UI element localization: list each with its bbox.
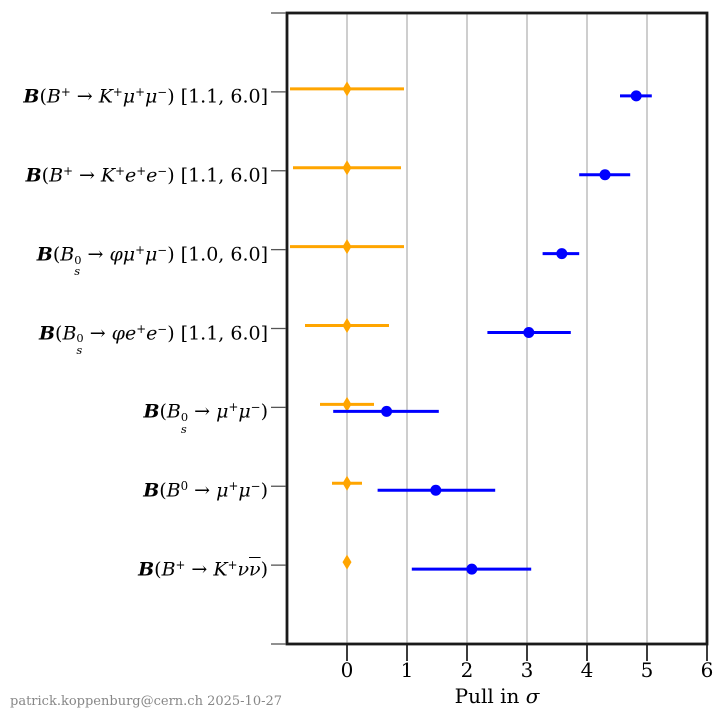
prediction-marker xyxy=(342,396,352,412)
row-label: B(B 0 s → φμ+μ−) [1.0, 6.0] xyxy=(36,242,268,278)
prediction-marker xyxy=(342,475,352,491)
measurement-marker xyxy=(556,248,568,260)
row-label: B(B 0 s → μ+μ−) xyxy=(143,400,268,436)
prediction-marker xyxy=(342,239,352,255)
measurement-marker xyxy=(430,484,442,496)
x-tick-label: 6 xyxy=(700,658,714,682)
row-label: B(B+ → K+μ+μ−) [1.1, 6.0] xyxy=(23,84,268,108)
plot-border xyxy=(285,11,709,646)
x-tick-label: 1 xyxy=(400,658,414,682)
measurement-marker xyxy=(466,563,478,575)
x-tick-label: 3 xyxy=(520,658,534,682)
x-tick-label: 4 xyxy=(580,658,594,682)
footer-credit: patrick.koppenburg@cern.ch 2025-10-27 xyxy=(10,694,283,709)
prediction-marker xyxy=(342,318,352,333)
x-tick-label: 5 xyxy=(640,658,654,682)
row-label: B(B0 → μ+μ−) xyxy=(143,479,268,502)
x-axis-title: Pull in σ xyxy=(454,684,540,708)
measurement-marker xyxy=(381,405,393,417)
x-tick-label: 0 xyxy=(340,658,354,682)
prediction-marker xyxy=(342,81,352,97)
measurement-marker xyxy=(523,327,535,338)
row-label: B(B 0 s → φe+e−) [1.1, 6.0] xyxy=(38,321,268,357)
prediction-marker xyxy=(342,160,352,176)
row-label: B(B+ → K+νν) xyxy=(138,558,268,581)
measurement-marker xyxy=(630,90,642,102)
prediction-marker xyxy=(342,554,352,570)
row-label: B(B+ → K+e+e−) [1.1, 6.0] xyxy=(25,163,268,187)
x-tick-label: 2 xyxy=(460,658,474,682)
measurement-marker xyxy=(599,169,611,181)
